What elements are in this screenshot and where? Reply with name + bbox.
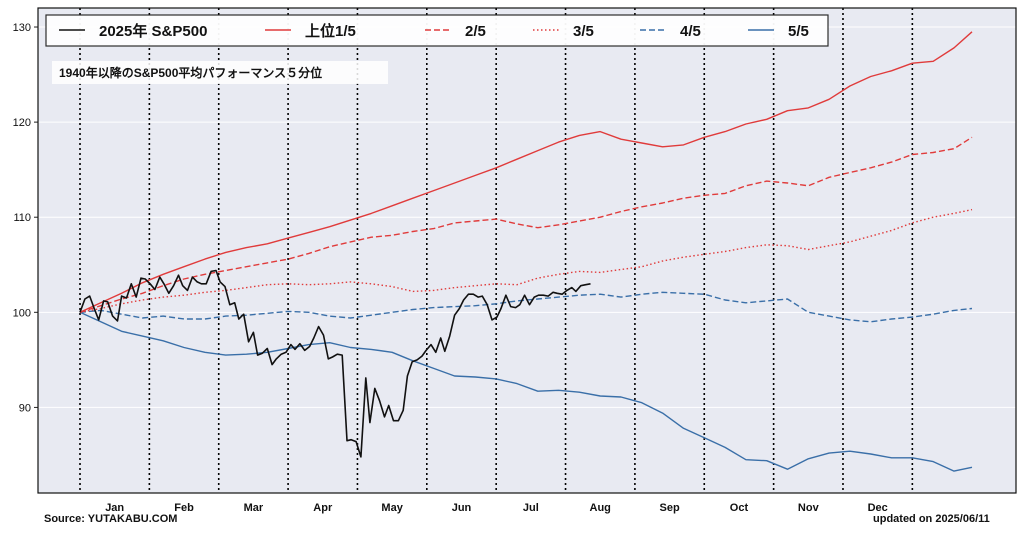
x-tick-label: Nov <box>798 502 820 514</box>
source-label: Source: YUTAKABU.COM <box>44 513 178 525</box>
y-tick-label: 130 <box>13 22 31 34</box>
x-tick-label: Feb <box>174 502 194 514</box>
x-tick-label: Sep <box>659 502 679 514</box>
chart-subtitle: 1940年以降のS&P500平均パフォーマンス５分位 <box>59 65 322 80</box>
x-tick-label: Oct <box>730 502 749 514</box>
y-tick-label: 90 <box>19 402 31 414</box>
y-tick-label: 100 <box>13 307 31 319</box>
legend-label-5: 5/5 <box>788 23 809 40</box>
legend-label-0: 2025年 S&P500 <box>99 22 207 40</box>
y-tick-label: 120 <box>13 117 31 129</box>
legend-label-4: 4/5 <box>680 23 701 40</box>
y-tick-label: 110 <box>13 212 31 224</box>
series-line-0 <box>79 269 591 458</box>
x-tick-label: Apr <box>313 502 333 514</box>
plot-background <box>38 8 1016 493</box>
x-tick-label: Jun <box>452 502 472 514</box>
plot-frame <box>37 7 1017 494</box>
legend-label-2: 2/5 <box>465 23 486 40</box>
series-line-5 <box>79 311 973 472</box>
updated-date-label: updated on 2025/06/11 <box>873 513 990 525</box>
subtitle-backdrop <box>52 61 388 84</box>
series-line-1 <box>79 31 973 313</box>
x-tick-label: Aug <box>590 502 611 514</box>
x-tick-label: Mar <box>244 502 264 514</box>
x-tick-label: Dec <box>868 502 888 514</box>
legend-label-3: 3/5 <box>573 23 594 40</box>
legend-label-1: 上位1/5 <box>305 22 356 40</box>
x-tick-label: Jul <box>523 502 539 514</box>
series-line-2 <box>79 136 973 313</box>
legend: 2025年 S&P500 上位1/5 2/5 3/5 4/5 5/5 <box>45 14 829 47</box>
x-tick-label: May <box>381 502 403 514</box>
x-tick-label: Jan <box>105 502 124 514</box>
